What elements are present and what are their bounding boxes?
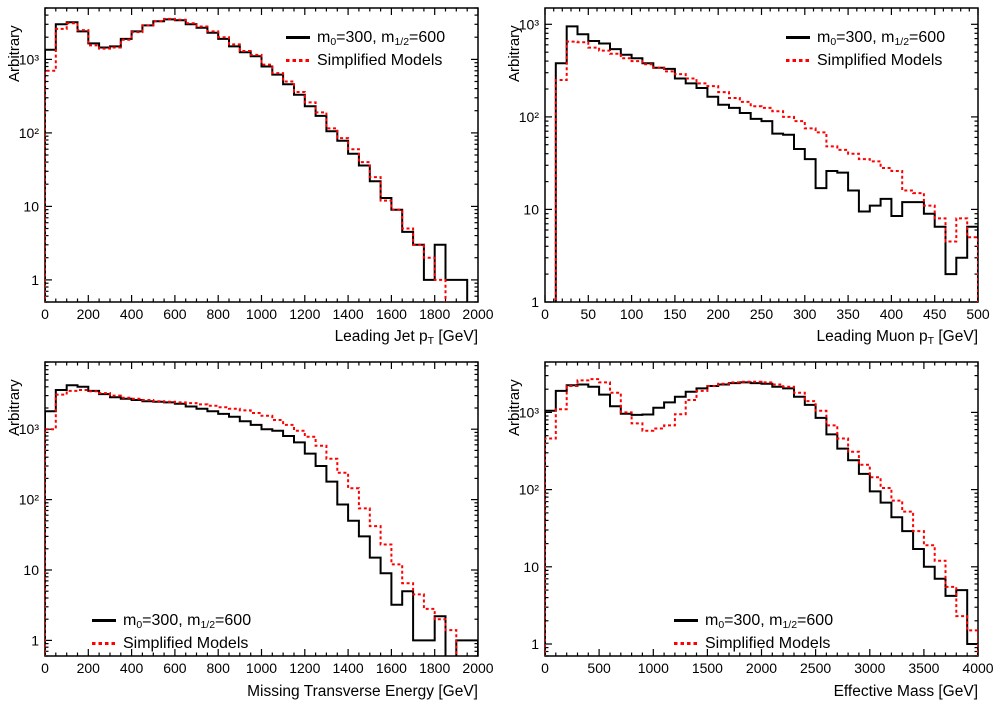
legend: m0=300, m1/2=600 Simplified Models	[286, 27, 445, 71]
svg-text:200: 200	[77, 306, 101, 322]
series2-label: Simplified Models	[705, 634, 831, 652]
legend-row-series1: m0=300, m1/2=600	[92, 610, 251, 631]
svg-text:2000: 2000	[746, 660, 777, 676]
series1-label: m0=300, m1/2=600	[317, 28, 446, 48]
svg-text:10²: 10²	[19, 125, 40, 141]
svg-text:1800: 1800	[419, 660, 450, 676]
legend: m0=300, m1/2=600 Simplified Models	[786, 27, 945, 71]
histogram-plot-effective-mass: 0 500 1000 1500 2000 2500 3000 3500 4000 1 10 10² 10…	[519, 361, 994, 676]
svg-text:800: 800	[207, 306, 231, 322]
svg-text:10³: 10³	[519, 16, 540, 32]
svg-text:600: 600	[163, 660, 187, 676]
svg-text:200: 200	[707, 306, 731, 322]
svg-text:300: 300	[793, 306, 817, 322]
svg-text:0: 0	[41, 660, 49, 676]
legend-row-series2: Simplified Models	[286, 50, 445, 71]
legend-row-series2: Simplified Models	[786, 50, 945, 71]
legend-row-series2: Simplified Models	[92, 633, 251, 654]
x-axis-title: Effective Mass [GeV]	[833, 683, 978, 700]
svg-text:1000: 1000	[246, 306, 277, 322]
svg-text:10: 10	[523, 201, 539, 217]
svg-text:500: 500	[587, 660, 611, 676]
svg-text:1800: 1800	[419, 306, 450, 322]
svg-text:3000: 3000	[854, 660, 885, 676]
series2-label: Simplified Models	[317, 51, 443, 69]
series1-label: m0=300, m1/2=600	[817, 28, 946, 48]
svg-text:1600: 1600	[376, 660, 407, 676]
svg-text:150: 150	[663, 306, 687, 322]
svg-text:1: 1	[531, 636, 539, 652]
svg-text:1: 1	[31, 272, 39, 288]
svg-text:0: 0	[41, 306, 49, 322]
svg-text:0: 0	[541, 660, 549, 676]
svg-text:10³: 10³	[19, 51, 40, 67]
x-axis-title: Missing Transverse Energy [GeV]	[247, 683, 478, 700]
series2-label: Simplified Models	[123, 634, 249, 652]
svg-text:2000: 2000	[462, 306, 493, 322]
svg-text:2500: 2500	[800, 660, 831, 676]
series1-line-swatch	[674, 619, 698, 622]
svg-text:0: 0	[541, 306, 549, 322]
svg-text:3500: 3500	[908, 660, 939, 676]
svg-text:4000: 4000	[962, 660, 993, 676]
series1-line-swatch	[92, 619, 116, 622]
legend: m0=300, m1/2=600 Simplified Models	[674, 610, 833, 654]
svg-text:10³: 10³	[519, 404, 540, 420]
svg-text:1000: 1000	[246, 660, 277, 676]
svg-text:50: 50	[581, 306, 597, 322]
svg-text:200: 200	[77, 660, 101, 676]
x-axis-title: Leading Muon pT [GeV]	[816, 328, 978, 347]
svg-text:600: 600	[163, 306, 187, 322]
histogram-plot-leading-jet-pt: 0 200 400 600 800 1000 1200 1400 1600 1800 2000 1 10…	[19, 7, 494, 322]
svg-text:500: 500	[966, 306, 990, 322]
legend-row-series1: m0=300, m1/2=600	[286, 27, 445, 48]
panel-leading-muon-pt: Arbitrary 0 50 100 150 200 250 300 350 400 450 500…	[500, 0, 1000, 354]
svg-text:1: 1	[31, 632, 39, 648]
x-axis-title: Leading Jet pT [GeV]	[334, 328, 478, 347]
svg-text:250: 250	[750, 306, 774, 322]
svg-text:1600: 1600	[376, 306, 407, 322]
svg-text:400: 400	[120, 306, 144, 322]
svg-text:1400: 1400	[333, 660, 364, 676]
series1-label: m0=300, m1/2=600	[123, 611, 252, 631]
legend-row-series1: m0=300, m1/2=600	[786, 27, 945, 48]
panel-effective-mass: Arbitrary 0 500 1000 1500 2000 2500 3000 3500 40…	[500, 354, 1000, 709]
svg-text:10²: 10²	[519, 482, 540, 498]
svg-text:10³: 10³	[19, 421, 40, 437]
svg-text:10²: 10²	[19, 492, 40, 508]
svg-text:800: 800	[207, 660, 231, 676]
svg-text:400: 400	[120, 660, 144, 676]
series1-line-swatch	[786, 36, 810, 39]
legend-row-series2: Simplified Models	[674, 633, 833, 654]
panel-missing-transverse-energy: Arbitrary 0 200 400 600 800 1000 1200 1400 1600 1…	[0, 354, 500, 709]
svg-text:1200: 1200	[289, 306, 320, 322]
svg-text:10: 10	[23, 562, 39, 578]
svg-text:400: 400	[880, 306, 904, 322]
series2-line-swatch	[786, 58, 810, 63]
series2-line-swatch	[674, 641, 698, 646]
svg-text:10: 10	[523, 559, 539, 575]
svg-text:350: 350	[836, 306, 860, 322]
series2-label: Simplified Models	[817, 51, 943, 69]
svg-text:1500: 1500	[692, 660, 723, 676]
svg-text:2000: 2000	[462, 660, 493, 676]
svg-text:1400: 1400	[333, 306, 364, 322]
series1-label: m0=300, m1/2=600	[705, 611, 834, 631]
panel-leading-jet-pt: Arbitrary 0 200 400 600 800 1000 1200 1400 1600 1…	[0, 0, 500, 354]
series2-line-swatch	[286, 58, 310, 63]
legend: m0=300, m1/2=600 Simplified Models	[92, 610, 251, 654]
series2-line-swatch	[92, 641, 116, 646]
svg-text:1200: 1200	[289, 660, 320, 676]
svg-text:100: 100	[620, 306, 644, 322]
series1-line-swatch	[286, 36, 310, 39]
svg-text:1000: 1000	[638, 660, 669, 676]
histogram-plot-leading-muon-pt: 0 50 100 150 200 250 300 350 400 450 500 1 10 10² 10³	[519, 7, 990, 322]
legend-row-series1: m0=300, m1/2=600	[674, 610, 833, 631]
histogram-plot-missing-et: 0 200 400 600 800 1000 1200 1400 1600 1800 2000 1 10…	[19, 361, 494, 676]
svg-text:450: 450	[923, 306, 947, 322]
svg-text:10²: 10²	[519, 109, 540, 125]
svg-text:10: 10	[23, 198, 39, 214]
svg-text:1: 1	[531, 294, 539, 310]
